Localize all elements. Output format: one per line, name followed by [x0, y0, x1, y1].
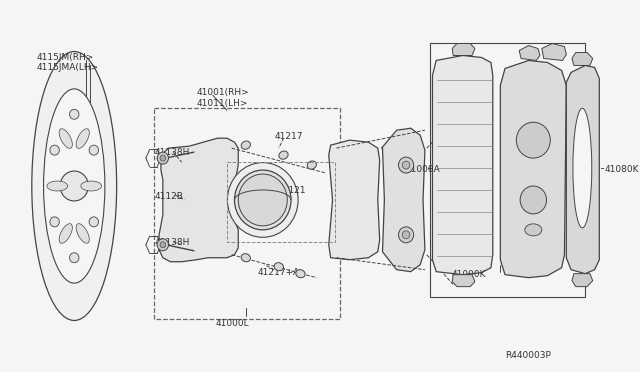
Polygon shape	[452, 44, 475, 55]
Ellipse shape	[274, 263, 284, 271]
Circle shape	[50, 145, 60, 155]
Text: 41138H: 41138H	[154, 238, 189, 247]
Circle shape	[516, 122, 550, 158]
Polygon shape	[566, 65, 599, 274]
Text: 41121: 41121	[278, 186, 307, 195]
Text: 41217+A: 41217+A	[257, 268, 300, 277]
Circle shape	[70, 253, 79, 263]
Circle shape	[160, 242, 166, 248]
Text: 4112B: 4112B	[154, 192, 183, 201]
Text: R440003P: R440003P	[505, 352, 551, 360]
Text: 41000K: 41000K	[451, 270, 486, 279]
Polygon shape	[519, 45, 540, 61]
Circle shape	[70, 109, 79, 119]
Ellipse shape	[238, 174, 287, 226]
Polygon shape	[542, 44, 566, 61]
Ellipse shape	[279, 151, 288, 159]
Ellipse shape	[59, 224, 72, 243]
Circle shape	[160, 155, 166, 161]
Polygon shape	[572, 52, 593, 65]
Polygon shape	[572, 274, 593, 286]
Polygon shape	[159, 138, 238, 262]
Ellipse shape	[59, 129, 72, 148]
Bar	[154, 108, 340, 320]
Ellipse shape	[573, 108, 592, 228]
Circle shape	[157, 152, 168, 164]
Text: 41001(RH>: 41001(RH>	[196, 89, 250, 97]
Polygon shape	[500, 61, 566, 278]
Ellipse shape	[307, 161, 316, 169]
Ellipse shape	[76, 129, 90, 148]
Text: 41138H: 41138H	[154, 148, 189, 157]
Text: 41080K: 41080K	[605, 165, 639, 174]
Text: 41011(LH>: 41011(LH>	[196, 99, 248, 108]
Ellipse shape	[296, 270, 305, 278]
Text: 41217: 41217	[274, 132, 303, 141]
Circle shape	[157, 239, 168, 251]
Circle shape	[520, 186, 547, 214]
Circle shape	[403, 231, 410, 239]
Circle shape	[89, 217, 99, 227]
Circle shape	[403, 161, 410, 169]
Ellipse shape	[525, 224, 542, 236]
Ellipse shape	[76, 224, 90, 243]
Ellipse shape	[32, 51, 116, 321]
Text: 4115JM(RH>: 4115JM(RH>	[36, 52, 94, 61]
Circle shape	[399, 227, 413, 243]
Text: 41000A: 41000A	[406, 165, 441, 174]
Ellipse shape	[227, 163, 298, 237]
Polygon shape	[381, 128, 425, 272]
Ellipse shape	[60, 171, 88, 201]
Polygon shape	[452, 275, 475, 286]
Ellipse shape	[81, 181, 102, 191]
Polygon shape	[433, 55, 493, 275]
Ellipse shape	[47, 181, 68, 191]
Circle shape	[399, 157, 413, 173]
Bar	[227, 162, 335, 242]
Bar	[429, 42, 585, 296]
Polygon shape	[329, 140, 380, 260]
Text: 41000L: 41000L	[216, 320, 249, 328]
Ellipse shape	[241, 254, 250, 262]
Text: 4115JMA(LH>: 4115JMA(LH>	[36, 64, 99, 73]
Circle shape	[89, 145, 99, 155]
Ellipse shape	[44, 89, 105, 283]
Ellipse shape	[241, 141, 250, 149]
Circle shape	[50, 217, 60, 227]
Ellipse shape	[234, 170, 291, 230]
